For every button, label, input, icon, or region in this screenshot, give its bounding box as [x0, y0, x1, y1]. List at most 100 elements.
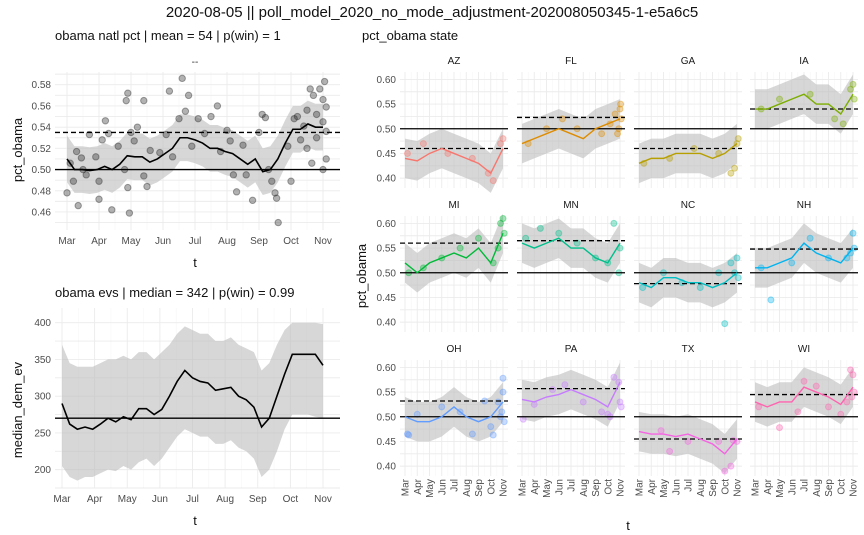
state-MN-panel — [517, 216, 625, 332]
state-MI-poll-point — [499, 214, 507, 222]
evs-ci-band — [62, 322, 323, 481]
state-TX-panel — [634, 360, 742, 476]
natl-poll-point — [95, 177, 103, 185]
x-tick-label: Aug — [218, 236, 236, 247]
state-IA-poll-point — [847, 85, 855, 93]
state-NC-ci-band — [639, 253, 737, 308]
evs-panel — [55, 308, 340, 489]
natl-poll-point — [272, 194, 281, 202]
natl-poll-point — [312, 110, 321, 119]
y-tick-label: 0.46 — [32, 207, 52, 218]
x-tick-label: Nov — [314, 494, 332, 505]
natl-poll-point — [239, 141, 247, 149]
x-tick-label: May — [425, 479, 436, 498]
x-tick-label: Jun — [152, 494, 168, 505]
state-PA-poll-point — [579, 398, 587, 406]
natl-trend-line — [66, 123, 323, 173]
state-strip-WI: WI — [798, 344, 810, 355]
state-OH-poll-point — [438, 403, 446, 411]
state-NH-panel — [750, 216, 858, 332]
natl-poll-point — [124, 183, 132, 192]
state-WI-poll-point — [794, 408, 802, 416]
state-MI-trend-line — [404, 233, 504, 274]
natl-poll-point — [194, 114, 202, 123]
natl-xlabel: t — [193, 255, 197, 270]
y-tick-label: 0.40 — [377, 174, 397, 185]
natl-ci-band — [67, 100, 323, 196]
state-PA-poll-point — [617, 403, 625, 411]
x-tick-label: Jun — [437, 479, 448, 495]
x-tick-label: Sep — [250, 236, 268, 247]
natl-poll-point — [207, 112, 215, 121]
x-tick-label: Apr — [763, 478, 774, 494]
state-strip-NH: NH — [797, 200, 811, 211]
natl-poll-point — [316, 85, 324, 93]
natl-poll-point — [74, 201, 82, 210]
y-tick-label: 0.50 — [32, 165, 52, 176]
natl-poll-point — [124, 89, 132, 97]
natl-poll-point — [287, 177, 295, 185]
state-IA-trend-line — [755, 93, 854, 115]
natl-poll-point — [122, 96, 130, 105]
state-MI-panel — [400, 213, 508, 332]
y-tick-label: 350 — [34, 355, 51, 366]
state-strip-MN: MN — [563, 200, 579, 211]
x-tick-label: Oct — [603, 479, 614, 495]
state-GA-trend-line — [638, 143, 738, 164]
state-NC-poll-point — [721, 320, 729, 328]
x-tick-label: Apr — [647, 478, 658, 494]
natl-poll-point — [322, 103, 330, 111]
natl-poll-point — [146, 146, 154, 155]
x-tick-label: Mar — [58, 236, 76, 247]
states-xlabel: t — [626, 518, 630, 533]
evs-xlabel: t — [193, 513, 197, 528]
state-OH-poll-point — [499, 388, 507, 396]
state-NH-trend-line — [755, 242, 854, 269]
natl-poll-point — [92, 153, 100, 161]
state-WI-ci-band — [755, 367, 853, 427]
natl-ylabel: pct_obama — [10, 117, 25, 182]
state-OH-poll-point — [489, 431, 497, 439]
state-PA-poll-point — [561, 381, 569, 389]
natl-poll-point — [101, 117, 110, 125]
x-tick-label: May — [122, 236, 141, 247]
state-IA-poll-point — [850, 95, 858, 103]
state-FL-poll-point — [617, 100, 625, 108]
x-tick-label: Nov — [733, 479, 744, 497]
x-tick-label: Apr — [530, 478, 541, 494]
state-strip-NC: NC — [681, 200, 695, 211]
natl-poll-point — [140, 96, 148, 105]
state-strip-PA: PA — [565, 344, 578, 355]
state-NH-poll-point — [849, 229, 857, 237]
x-tick-label: Aug — [696, 479, 707, 497]
natl-poll-point — [320, 77, 329, 86]
natl-poll-point — [290, 114, 298, 123]
state-GA-panel — [634, 72, 742, 188]
figure-title: 2020-08-05 || poll_model_2020_no_mode_ad… — [166, 4, 698, 21]
natl-poll-point — [165, 87, 174, 95]
natl-poll-point — [168, 153, 177, 161]
state-OH-poll-point — [405, 431, 413, 439]
state-GA-poll-point — [734, 135, 742, 143]
x-tick-label: Sep — [591, 479, 602, 497]
state-GA-poll-point — [731, 164, 739, 172]
evs-ylabel: median_dem_ev — [10, 361, 25, 458]
natl-poll-point — [312, 134, 321, 142]
natl-poll-point — [77, 154, 86, 162]
state-WI-poll-point — [843, 398, 851, 406]
state-FL-poll-point — [614, 130, 622, 138]
x-tick-label: Mar — [53, 494, 71, 505]
state-PA-poll-point — [549, 386, 557, 394]
y-tick-label: 0.60 — [377, 75, 397, 86]
x-tick-label: Aug — [462, 479, 473, 497]
natl-poll-point — [309, 91, 318, 100]
y-tick-label: 0.45 — [377, 437, 397, 448]
state-TX-ci-band — [639, 411, 737, 474]
state-NH-poll-point — [767, 296, 775, 304]
natl-poll-point — [69, 177, 78, 185]
natl-poll-point — [306, 85, 314, 93]
natl-poll-point — [242, 171, 250, 179]
x-tick-label: Oct — [836, 479, 847, 495]
state-OH-poll-point — [498, 408, 506, 416]
